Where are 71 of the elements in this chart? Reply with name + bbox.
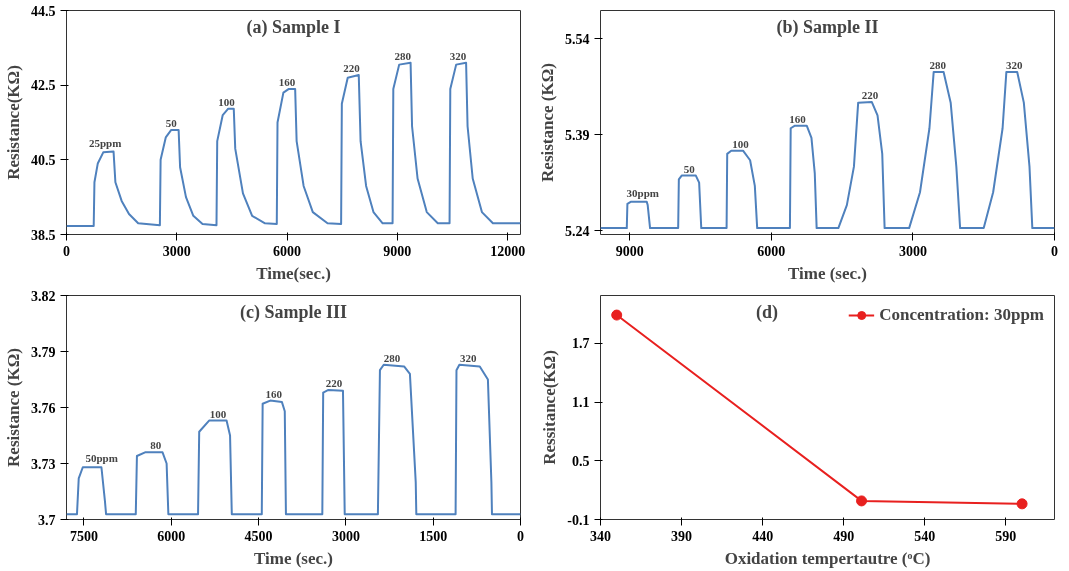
x-tick-label: 490 xyxy=(833,528,855,544)
y-tick-label: 44.5 xyxy=(31,3,56,19)
x-axis-title: Time (sec.) xyxy=(254,548,333,568)
annotation: 50ppm xyxy=(85,452,118,465)
annotation: 160 xyxy=(789,112,807,125)
annotation: 280 xyxy=(394,49,412,62)
x-tick-label: 390 xyxy=(671,528,693,544)
x-tick-label: 6000 xyxy=(273,243,302,259)
x-tick-label: 0 xyxy=(1051,243,1058,259)
x-tick-label: 440 xyxy=(752,528,774,544)
annotation: 220 xyxy=(325,376,343,389)
annotation: 320 xyxy=(449,49,467,62)
x-tick-label: 7500 xyxy=(69,528,98,544)
x-axis-title: Time(sec.) xyxy=(256,263,331,283)
x-tick-label: 590 xyxy=(995,528,1017,544)
x-tick-label: 3000 xyxy=(898,243,927,259)
chart-title: (d) xyxy=(756,301,779,323)
x-tick-label: 3000 xyxy=(162,243,191,259)
y-tick-label: 0.5 xyxy=(572,453,590,469)
x-tick-label: 1500 xyxy=(419,528,448,544)
x-tick-label: 12000 xyxy=(490,243,526,259)
y-tick-label: 5.39 xyxy=(565,127,590,143)
y-tick-label: 1.1 xyxy=(572,395,590,411)
x-tick-label: 9000 xyxy=(615,243,644,259)
annotation: 280 xyxy=(929,58,947,71)
chart-title: (b) Sample II xyxy=(776,16,879,38)
y-tick-label: 38.5 xyxy=(31,227,56,243)
y-axis-title: Resistance (KΩ) xyxy=(538,63,557,182)
x-tick-label: 540 xyxy=(914,528,936,544)
x-tick-label: 0 xyxy=(517,528,524,544)
chart-title: (a) Sample I xyxy=(246,16,341,38)
y-tick-label: 3.7 xyxy=(38,512,56,528)
annotation: 320 xyxy=(1005,58,1023,71)
y-tick-label: 1.7 xyxy=(572,336,590,352)
y-tick-label: 3.73 xyxy=(31,456,56,472)
y-axis-title: Ressitance(KΩ) xyxy=(540,350,560,465)
x-tick-label: 9000 xyxy=(383,243,412,259)
annotation: 50 xyxy=(683,162,696,175)
annotation: 280 xyxy=(383,351,401,364)
x-tick-label: 0 xyxy=(63,243,70,259)
x-tick-label: 6000 xyxy=(757,243,786,259)
legend-label: Concentration: 30ppm xyxy=(879,305,1044,325)
annotation: 100 xyxy=(732,137,750,150)
y-tick-label: 5.24 xyxy=(565,223,590,239)
y-tick-label: 3.79 xyxy=(31,344,56,360)
annotation: 30ppm xyxy=(626,186,659,199)
chart-title: (c) Sample III xyxy=(240,301,347,323)
y-axis-title: Resistance(KΩ) xyxy=(4,65,23,180)
y-tick-label: 5.54 xyxy=(565,31,590,47)
x-tick-label: 4500 xyxy=(244,528,273,544)
annotation: 220 xyxy=(861,89,879,102)
y-tick-label: 3.76 xyxy=(31,400,56,416)
x-tick-label: 340 xyxy=(590,528,611,544)
y-tick-label: 40.5 xyxy=(31,152,56,168)
y-tick-label: 42.5 xyxy=(31,78,56,94)
y-axis-title: Resistance (KΩ) xyxy=(4,348,23,467)
annotation: 100 xyxy=(218,95,236,108)
y-tick-label: 3.82 xyxy=(31,288,56,304)
annotation: 220 xyxy=(343,62,361,75)
annotation: 160 xyxy=(265,387,283,400)
annotation: 80 xyxy=(150,439,162,452)
x-tick-label: 3000 xyxy=(331,528,360,544)
x-tick-label: 6000 xyxy=(157,528,186,544)
annotation: 320 xyxy=(460,351,478,364)
x-axis-title: Time (sec.) xyxy=(788,263,867,283)
annotation: 50 xyxy=(165,116,178,129)
annotation: 25ppm xyxy=(88,136,122,149)
annotation: 100 xyxy=(209,407,227,420)
annotation: 160 xyxy=(278,75,296,88)
y-tick-label: -0.1 xyxy=(567,512,590,528)
x-axis-title: Oxidation tempertautre (ᵒC) xyxy=(724,548,931,568)
